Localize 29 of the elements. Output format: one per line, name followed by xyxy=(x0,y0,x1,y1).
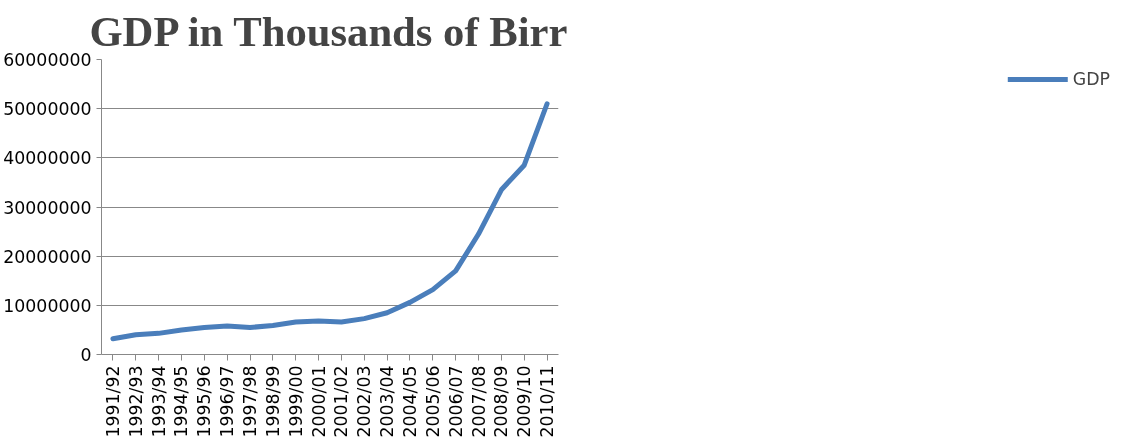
y-tick-label: 20000000 xyxy=(3,246,92,267)
chart-title: GDP in Thousands of Birr xyxy=(89,7,568,55)
x-tick-label: 1992/93 xyxy=(125,365,146,438)
x-tick-label: 1997/98 xyxy=(240,365,261,438)
x-tick-label: 1995/96 xyxy=(194,365,215,438)
x-tick-label: 2004/05 xyxy=(399,365,420,438)
x-tick-label: 2007/08 xyxy=(468,365,489,438)
x-tick-label: 2006/07 xyxy=(445,365,466,438)
x-tick-label: 2002/03 xyxy=(354,365,375,438)
y-tick-label: 10000000 xyxy=(3,295,92,316)
x-tick-label: 2001/02 xyxy=(331,365,352,438)
y-tick-label: 30000000 xyxy=(3,197,92,218)
y-tick-label: 50000000 xyxy=(3,99,92,120)
y-tick-label: 40000000 xyxy=(3,148,92,169)
x-tick-label: 2000/01 xyxy=(308,365,329,438)
x-tick-label: 1994/95 xyxy=(171,365,192,438)
y-tick-label: 0 xyxy=(80,345,92,365)
x-tick-label: 2009/10 xyxy=(514,365,535,438)
x-tick-label: 2005/06 xyxy=(422,365,443,438)
x-tick-label: 1998/99 xyxy=(262,365,283,438)
x-tick-label: 2008/09 xyxy=(491,365,512,438)
x-tick-label: 1993/94 xyxy=(148,365,169,438)
x-tick-label: 2003/04 xyxy=(377,365,398,438)
x-tick-label: 1996/97 xyxy=(217,365,238,438)
y-tick-label: 60000000 xyxy=(3,50,92,70)
x-tick-label: 2010/11 xyxy=(537,365,558,438)
x-tick-label: 1991/92 xyxy=(102,365,123,438)
legend-label: GDP xyxy=(1072,69,1110,89)
x-tick-label: 1999/00 xyxy=(285,365,306,438)
